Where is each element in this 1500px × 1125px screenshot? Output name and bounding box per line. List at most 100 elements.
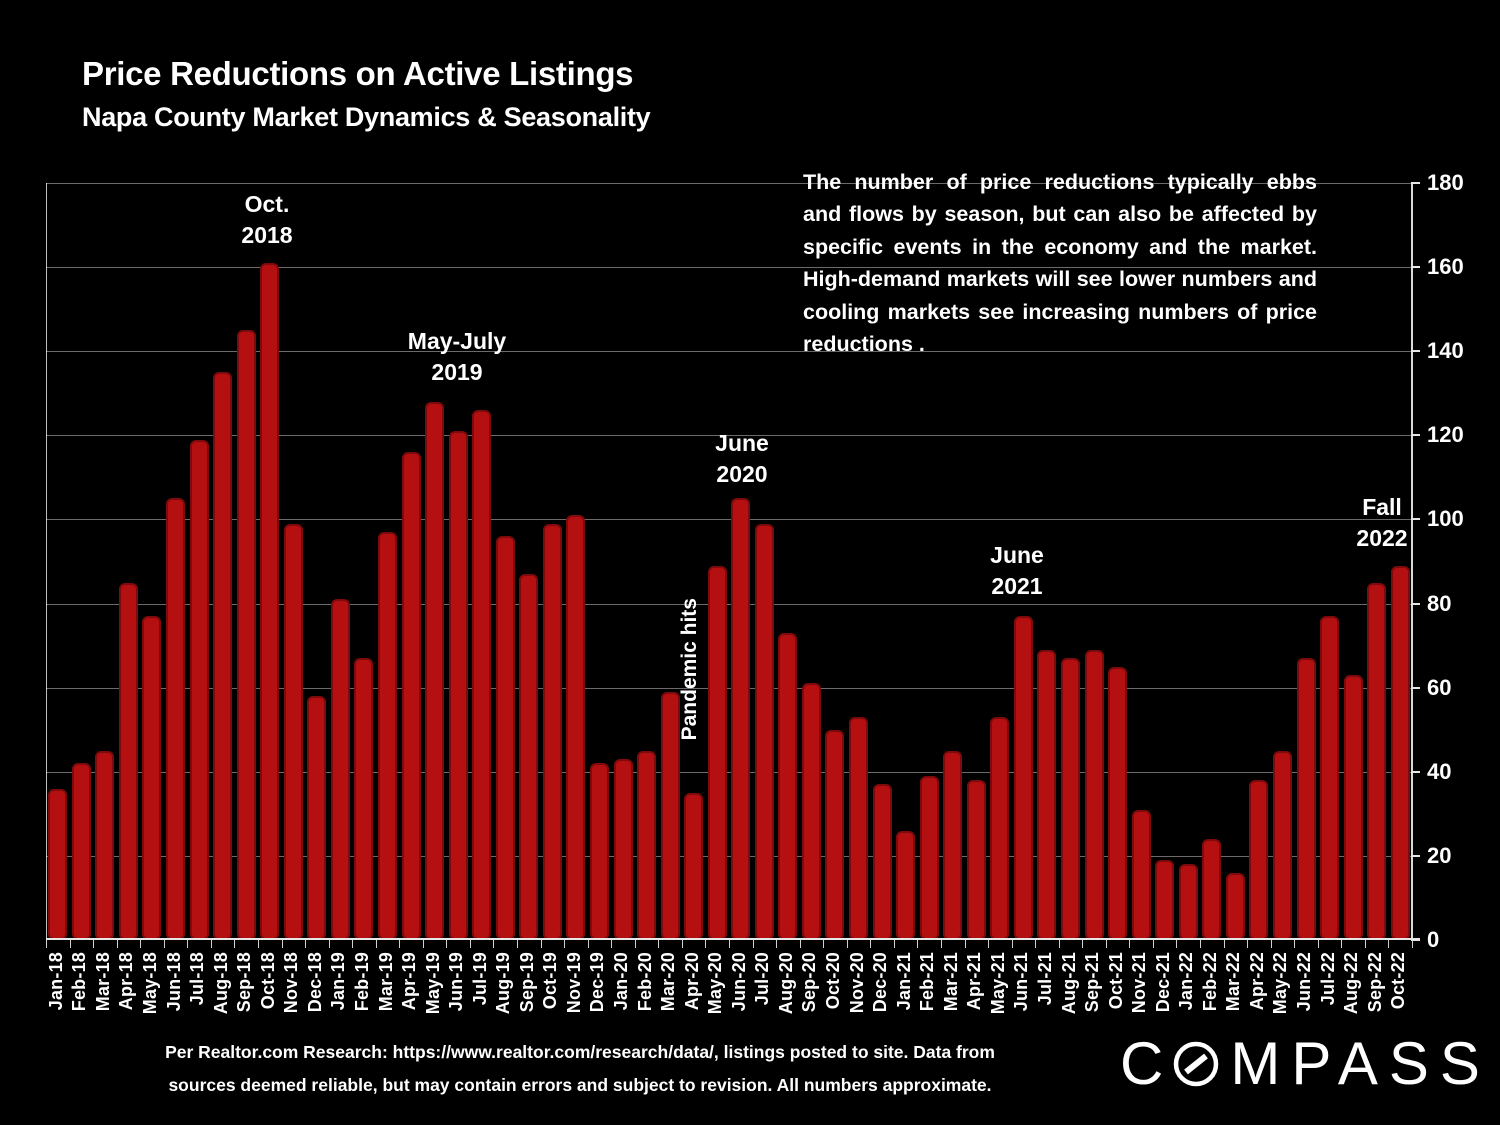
bar-chart-plot-area [46, 183, 1412, 940]
source-disclaimer: Per Realtor.com Research: https://www.re… [80, 1036, 1080, 1102]
x-label-feb-18: Feb-18 [69, 952, 90, 1012]
bar-dec-18 [307, 696, 327, 940]
x-tick-44 [1082, 940, 1084, 948]
x-tick-48 [1176, 940, 1178, 948]
x-tick-28 [705, 940, 707, 948]
x-tick-13 [352, 940, 354, 948]
x-tick-39 [964, 940, 966, 948]
bar-jun-21 [1013, 616, 1033, 940]
x-tick-58 [1412, 940, 1413, 948]
x-label-oct-21: Oct-21 [1105, 952, 1126, 1010]
annotation-june-2021: June 2021 [907, 540, 1127, 602]
bar-sep-20 [801, 683, 821, 940]
gridline-100 [46, 519, 1412, 521]
bar-nov-18 [283, 523, 303, 940]
gridline-60 [46, 687, 1412, 689]
bar-oct-18 [260, 262, 280, 940]
x-tick-26 [658, 940, 660, 948]
bar-jan-18 [48, 788, 68, 940]
x-label-may-21: May-21 [987, 952, 1008, 1015]
gridline-40 [46, 771, 1412, 773]
x-label-aug-20: Aug-20 [775, 952, 796, 1015]
bar-sep-22 [1367, 582, 1387, 940]
bar-dec-19 [589, 763, 609, 940]
x-tick-36 [893, 940, 895, 948]
x-label-feb-21: Feb-21 [917, 952, 938, 1012]
bar-mar-21 [943, 750, 963, 940]
x-label-feb-22: Feb-22 [1199, 952, 1220, 1012]
bar-mar-19 [378, 532, 397, 940]
x-label-sep-22: Sep-22 [1364, 952, 1385, 1013]
bar-jul-19 [472, 410, 492, 940]
x-tick-30 [752, 940, 754, 948]
bar-dec-21 [1155, 860, 1175, 940]
x-label-may-18: May-18 [139, 952, 160, 1015]
x-tick-15 [399, 940, 401, 948]
x-tick-20 [517, 940, 519, 948]
x-tick-2 [93, 940, 95, 948]
bar-jan-21 [896, 830, 916, 940]
x-label-nov-18: Nov-18 [281, 952, 302, 1014]
x-label-jun-18: Jun-18 [163, 952, 184, 1012]
logo-letter-c: C [1120, 1030, 1175, 1097]
source-line-2: sources deemed reliable, but may contain… [168, 1075, 992, 1095]
x-label-jan-18: Jan-18 [45, 952, 66, 1011]
bar-oct-19 [542, 523, 562, 940]
x-tick-43 [1058, 940, 1060, 948]
bar-oct-21 [1108, 666, 1128, 940]
annotation-fall-2022: Fall 2022 [1272, 492, 1492, 554]
x-label-nov-21: Nov-21 [1129, 952, 1150, 1014]
x-label-jul-21: Jul-21 [1034, 952, 1055, 1006]
y-tick-label-60: 60 [1427, 674, 1452, 700]
y-tick-100 [1411, 518, 1420, 521]
x-tick-19 [493, 940, 495, 948]
x-label-aug-21: Aug-21 [1058, 952, 1079, 1015]
bar-jun-19 [448, 431, 468, 940]
x-label-mar-22: Mar-22 [1223, 952, 1244, 1012]
bar-oct-20 [825, 729, 845, 940]
bar-jul-22 [1320, 616, 1340, 940]
bar-jun-18 [166, 498, 186, 940]
bar-jan-19 [330, 599, 350, 940]
x-label-mar-20: Mar-20 [658, 952, 679, 1012]
annotation-oct-2018: Oct. 2018 [157, 189, 377, 251]
x-tick-5 [163, 940, 165, 948]
bar-mar-18 [95, 750, 115, 940]
x-tick-6 [187, 940, 189, 948]
bar-aug-22 [1343, 675, 1363, 940]
x-label-dec-19: Dec-19 [587, 952, 608, 1013]
logo-letters-mpass: MPASS [1230, 1030, 1491, 1097]
x-tick-51 [1247, 940, 1249, 948]
x-label-apr-20: Apr-20 [681, 952, 702, 1011]
page-subtitle: Napa County Market Dynamics & Seasonalit… [82, 102, 651, 132]
bar-dec-20 [872, 784, 892, 940]
x-tick-14 [375, 940, 377, 948]
annotation-line: June [990, 542, 1044, 568]
bar-jan-20 [613, 759, 633, 940]
gridline-120 [46, 435, 1412, 437]
x-tick-1 [69, 940, 71, 948]
x-label-dec-18: Dec-18 [304, 952, 325, 1013]
x-label-aug-22: Aug-22 [1341, 952, 1362, 1015]
bar-feb-20 [637, 750, 657, 940]
x-tick-49 [1200, 940, 1202, 948]
x-label-mar-21: Mar-21 [940, 952, 961, 1012]
gridline-20 [46, 855, 1412, 857]
bar-jul-21 [1037, 649, 1057, 940]
y-tick-label-140: 140 [1427, 338, 1464, 364]
bar-jun-20 [731, 498, 751, 940]
x-label-jul-22: Jul-22 [1317, 952, 1338, 1006]
x-label-feb-20: Feb-20 [634, 952, 655, 1012]
commentary-text: The number of price reductions typically… [803, 170, 1317, 357]
x-tick-55 [1341, 940, 1343, 948]
x-label-oct-22: Oct-22 [1388, 952, 1409, 1010]
x-tick-37 [917, 940, 919, 948]
y-tick-label-40: 40 [1427, 758, 1452, 784]
y-tick-label-180: 180 [1427, 170, 1464, 195]
y-tick-80 [1411, 602, 1420, 605]
x-tick-22 [564, 940, 566, 948]
annotation-line: 2018 [241, 222, 293, 248]
x-label-jul-19: Jul-19 [469, 952, 490, 1006]
gridline-180 [46, 183, 1412, 184]
bar-apr-20 [684, 792, 704, 940]
